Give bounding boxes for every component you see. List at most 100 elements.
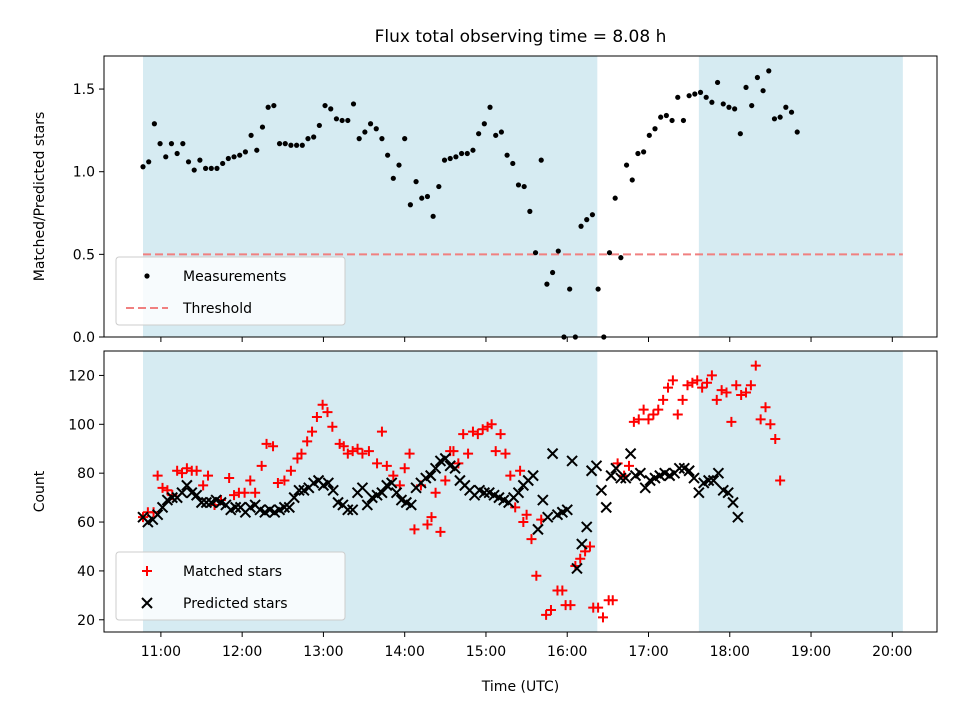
- data-point-measurements-44: [390, 175, 396, 181]
- y-tick-label: 60: [77, 515, 95, 531]
- data-point-measurements-48: [413, 179, 419, 185]
- x-tick-label: 12:00: [222, 644, 262, 660]
- data-point-matched-stars-79: [545, 605, 556, 616]
- data-point-matched-stars-37: [338, 441, 349, 452]
- data-point-measurements-29: [305, 136, 311, 142]
- data-point-matched-stars-120: [745, 380, 756, 391]
- data-point-matched-stars-30: [302, 436, 313, 447]
- data-point-matched-stars-20: [245, 475, 256, 486]
- data-point-predicted-stars-11: [190, 489, 203, 501]
- y-tick-label: 100: [68, 417, 95, 433]
- data-point-measurements-66: [515, 182, 522, 188]
- data-point-predicted-stars-80: [527, 469, 539, 482]
- data-point-matched-stars-59: [453, 458, 464, 469]
- y-tick-label: 120: [68, 368, 95, 384]
- data-point-matched-stars-45: [381, 460, 392, 471]
- data-point-measurements-8: [185, 159, 192, 165]
- data-point-matched-stars-111: [702, 377, 713, 388]
- data-point-measurements-73: [555, 248, 561, 254]
- data-point-matched-stars-69: [500, 448, 511, 459]
- data-point-measurements-52: [436, 183, 442, 190]
- y-tick-label: 1.0: [73, 165, 95, 181]
- chart-title: Flux total observing time = 8.08 h: [375, 27, 667, 47]
- data-point-matched-stars-72: [515, 465, 526, 476]
- data-point-measurements-78: [584, 217, 590, 223]
- data-point-matched-stars-98: [638, 404, 649, 415]
- y-axis-label: Matched/Predicted stars: [32, 112, 48, 282]
- data-point-predicted-stars-8: [176, 487, 188, 499]
- data-point-measurements-7: [180, 141, 186, 147]
- data-point-measurements-25: [282, 141, 288, 147]
- data-point-measurements-114: [788, 109, 795, 115]
- data-point-measurements-35: [339, 117, 345, 124]
- data-point-predicted-stars-83: [542, 511, 554, 523]
- data-point-measurements-87: [635, 150, 641, 157]
- data-point-matched-stars-26: [279, 475, 290, 486]
- data-point-predicted-stars-52: [390, 487, 403, 499]
- data-point-matched-stars-83: [565, 600, 576, 611]
- data-point-matched-stars-3: [152, 470, 163, 481]
- data-point-predicted-stars-112: [683, 465, 695, 477]
- data-point-measurements-27: [294, 142, 300, 148]
- data-point-measurements-75: [567, 286, 573, 292]
- data-point-matched-stars-81: [557, 585, 568, 596]
- data-point-predicted-stars-99: [620, 472, 632, 484]
- data-point-matched-stars-16: [224, 473, 235, 484]
- data-point-measurements-86: [629, 177, 635, 183]
- y-tick-label: 0.5: [73, 247, 95, 263]
- data-point-measurements-84: [618, 255, 624, 261]
- data-point-matched-stars-92: [607, 595, 618, 606]
- data-point-matched-stars-68: [495, 429, 506, 440]
- data-point-matched-stars-19: [239, 487, 250, 498]
- data-point-measurements-100: [709, 99, 715, 105]
- data-point-measurements-97: [692, 91, 698, 97]
- data-point-matched-stars-27: [285, 465, 296, 476]
- data-point-matched-stars-90: [597, 612, 608, 623]
- data-point-measurements-59: [476, 131, 482, 137]
- data-point-matched-stars-46: [388, 470, 399, 481]
- data-point-matched-stars-124: [765, 419, 776, 430]
- data-point-matched-stars-24: [268, 441, 279, 452]
- data-point-predicted-stars-93: [590, 460, 603, 472]
- data-point-predicted-stars-6: [166, 491, 178, 504]
- data-point-predicted-stars-117: [707, 474, 720, 487]
- data-point-predicted-stars-70: [478, 487, 491, 499]
- data-point-measurements-101: [714, 79, 721, 86]
- data-point-measurements-51: [430, 213, 436, 219]
- data-point-measurements-23: [271, 102, 277, 109]
- data-point-measurements-67: [521, 183, 527, 190]
- data-point-measurements-58: [470, 147, 476, 153]
- data-point-predicted-stars-84: [546, 447, 559, 460]
- data-point-predicted-stars-118: [712, 467, 725, 479]
- data-point-measurements-18: [242, 149, 249, 155]
- data-point-predicted-stars-9: [181, 479, 193, 492]
- data-point-measurements-55: [453, 154, 459, 160]
- data-point-matched-stars-61: [463, 448, 474, 459]
- data-point-matched-stars-41: [357, 448, 368, 459]
- data-point-matched-stars-8: [177, 468, 188, 479]
- y-tick-label: 80: [77, 466, 95, 482]
- data-point-measurements-28: [299, 142, 305, 148]
- data-point-matched-stars-71: [510, 502, 521, 513]
- data-point-measurements-107: [749, 102, 755, 109]
- data-point-matched-stars-119: [741, 387, 752, 398]
- data-point-matched-stars-54: [430, 487, 441, 498]
- data-point-measurements-30: [311, 134, 317, 140]
- data-point-predicted-stars-116: [702, 474, 715, 487]
- data-point-measurements-10: [197, 157, 203, 163]
- data-point-measurements-1: [146, 159, 152, 165]
- data-point-matched-stars-103: [663, 382, 674, 393]
- x-tick-label: 16:00: [547, 644, 587, 660]
- data-point-measurements-60: [481, 121, 487, 127]
- legend-marker-x: [141, 597, 153, 609]
- data-point-predicted-stars-88: [566, 455, 578, 467]
- data-point-predicted-stars-13: [200, 496, 213, 509]
- data-point-measurements-77: [578, 223, 584, 229]
- data-point-measurements-80: [595, 286, 601, 292]
- data-point-measurements-21: [259, 124, 266, 130]
- data-point-predicted-stars-82: [537, 494, 549, 506]
- data-point-measurements-71: [544, 281, 550, 287]
- bottom-panel-counts: 20 40 60 80 100 120 11:00 12:00 13:00 14:00 15:00 1…: [32, 350, 938, 695]
- data-point-measurements-46: [402, 136, 408, 142]
